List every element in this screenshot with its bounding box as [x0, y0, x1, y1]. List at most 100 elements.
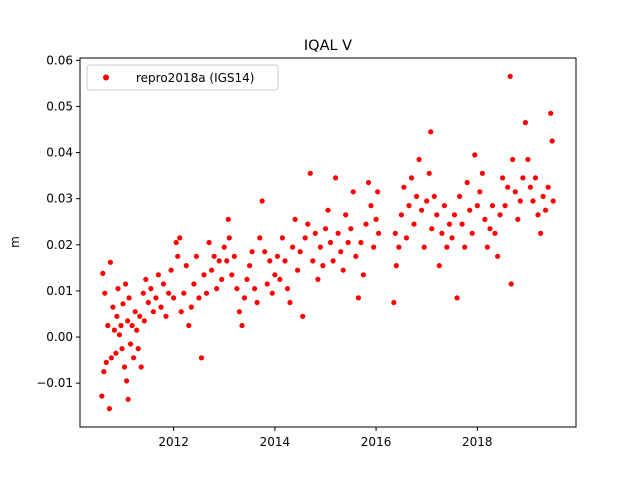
data-point	[335, 230, 341, 236]
y-axis-label: m	[8, 236, 22, 248]
data-point	[118, 322, 124, 329]
data-point	[343, 212, 349, 218]
data-point	[512, 189, 518, 195]
data-point	[282, 258, 288, 264]
data-point	[191, 281, 197, 287]
data-point	[517, 198, 523, 204]
data-point	[532, 175, 539, 181]
data-point	[193, 253, 199, 259]
data-point	[168, 267, 174, 273]
data-point	[495, 253, 501, 259]
data-point	[141, 318, 147, 324]
data-point	[414, 193, 420, 199]
data-point	[267, 258, 273, 264]
data-point	[428, 129, 434, 135]
data-point	[446, 221, 453, 227]
data-point	[111, 327, 117, 333]
data-point	[110, 304, 116, 310]
data-point	[129, 322, 135, 329]
data-point	[178, 309, 184, 315]
data-point	[262, 249, 268, 255]
data-point	[426, 170, 432, 176]
data-point	[272, 272, 278, 278]
x-tick-label: 2016	[361, 435, 392, 449]
data-point	[358, 239, 364, 246]
data-point	[166, 290, 172, 296]
data-point	[121, 364, 128, 370]
data-point	[330, 258, 336, 264]
data-point	[171, 295, 177, 301]
data-point	[140, 290, 146, 296]
data-point	[183, 263, 189, 269]
data-point	[284, 286, 291, 292]
data-point	[543, 207, 549, 213]
data-point	[549, 138, 555, 144]
data-point	[545, 184, 551, 190]
data-point	[327, 239, 334, 246]
data-point	[211, 253, 217, 259]
data-point	[103, 359, 109, 365]
data-point	[236, 309, 242, 315]
data-point	[472, 152, 478, 158]
data-point	[451, 212, 458, 218]
data-point	[454, 295, 460, 301]
data-point	[126, 295, 132, 301]
data-point	[177, 235, 183, 241]
legend-box	[86, 64, 279, 91]
data-point	[125, 396, 131, 402]
data-point	[277, 276, 283, 282]
data-point	[158, 304, 164, 310]
data-point	[338, 249, 344, 255]
data-point	[317, 244, 323, 250]
data-point	[424, 198, 430, 204]
data-point	[507, 73, 513, 79]
data-point	[474, 203, 480, 209]
data-point	[469, 230, 475, 236]
data-point	[325, 207, 331, 213]
data-point	[135, 346, 141, 352]
data-point	[315, 276, 321, 282]
data-point	[525, 156, 531, 163]
data-point	[436, 263, 442, 269]
data-point	[209, 267, 215, 273]
data-point	[497, 212, 503, 218]
y-tick-label: −0.01	[36, 376, 73, 390]
data-point	[431, 193, 437, 199]
data-point	[163, 313, 169, 319]
data-point	[508, 281, 514, 287]
data-point	[505, 184, 511, 190]
data-point	[239, 322, 245, 329]
data-point	[408, 175, 415, 181]
data-point	[502, 203, 508, 209]
y-tick-label: 0.00	[46, 330, 73, 344]
data-point	[138, 364, 144, 370]
data-point	[396, 244, 402, 250]
data-point	[540, 193, 546, 199]
data-point	[307, 170, 313, 176]
data-point	[527, 184, 534, 190]
data-point	[132, 309, 138, 315]
y-tick-label: 0.03	[46, 192, 73, 206]
data-point	[363, 221, 369, 227]
data-point	[444, 244, 450, 250]
data-point	[114, 313, 120, 319]
data-point	[241, 295, 248, 301]
data-point	[489, 203, 496, 209]
data-point	[137, 313, 143, 319]
data-point	[173, 239, 179, 246]
data-point	[160, 281, 167, 287]
data-point	[492, 230, 498, 236]
data-point	[279, 235, 285, 241]
data-point	[421, 244, 427, 250]
data-point	[500, 175, 506, 181]
data-point	[123, 281, 129, 287]
data-point	[462, 244, 468, 250]
data-point	[300, 313, 306, 319]
data-point	[290, 244, 296, 250]
data-point	[310, 258, 316, 264]
data-point	[487, 226, 493, 232]
data-point	[125, 318, 131, 324]
data-point	[484, 244, 490, 250]
data-point	[320, 263, 326, 269]
